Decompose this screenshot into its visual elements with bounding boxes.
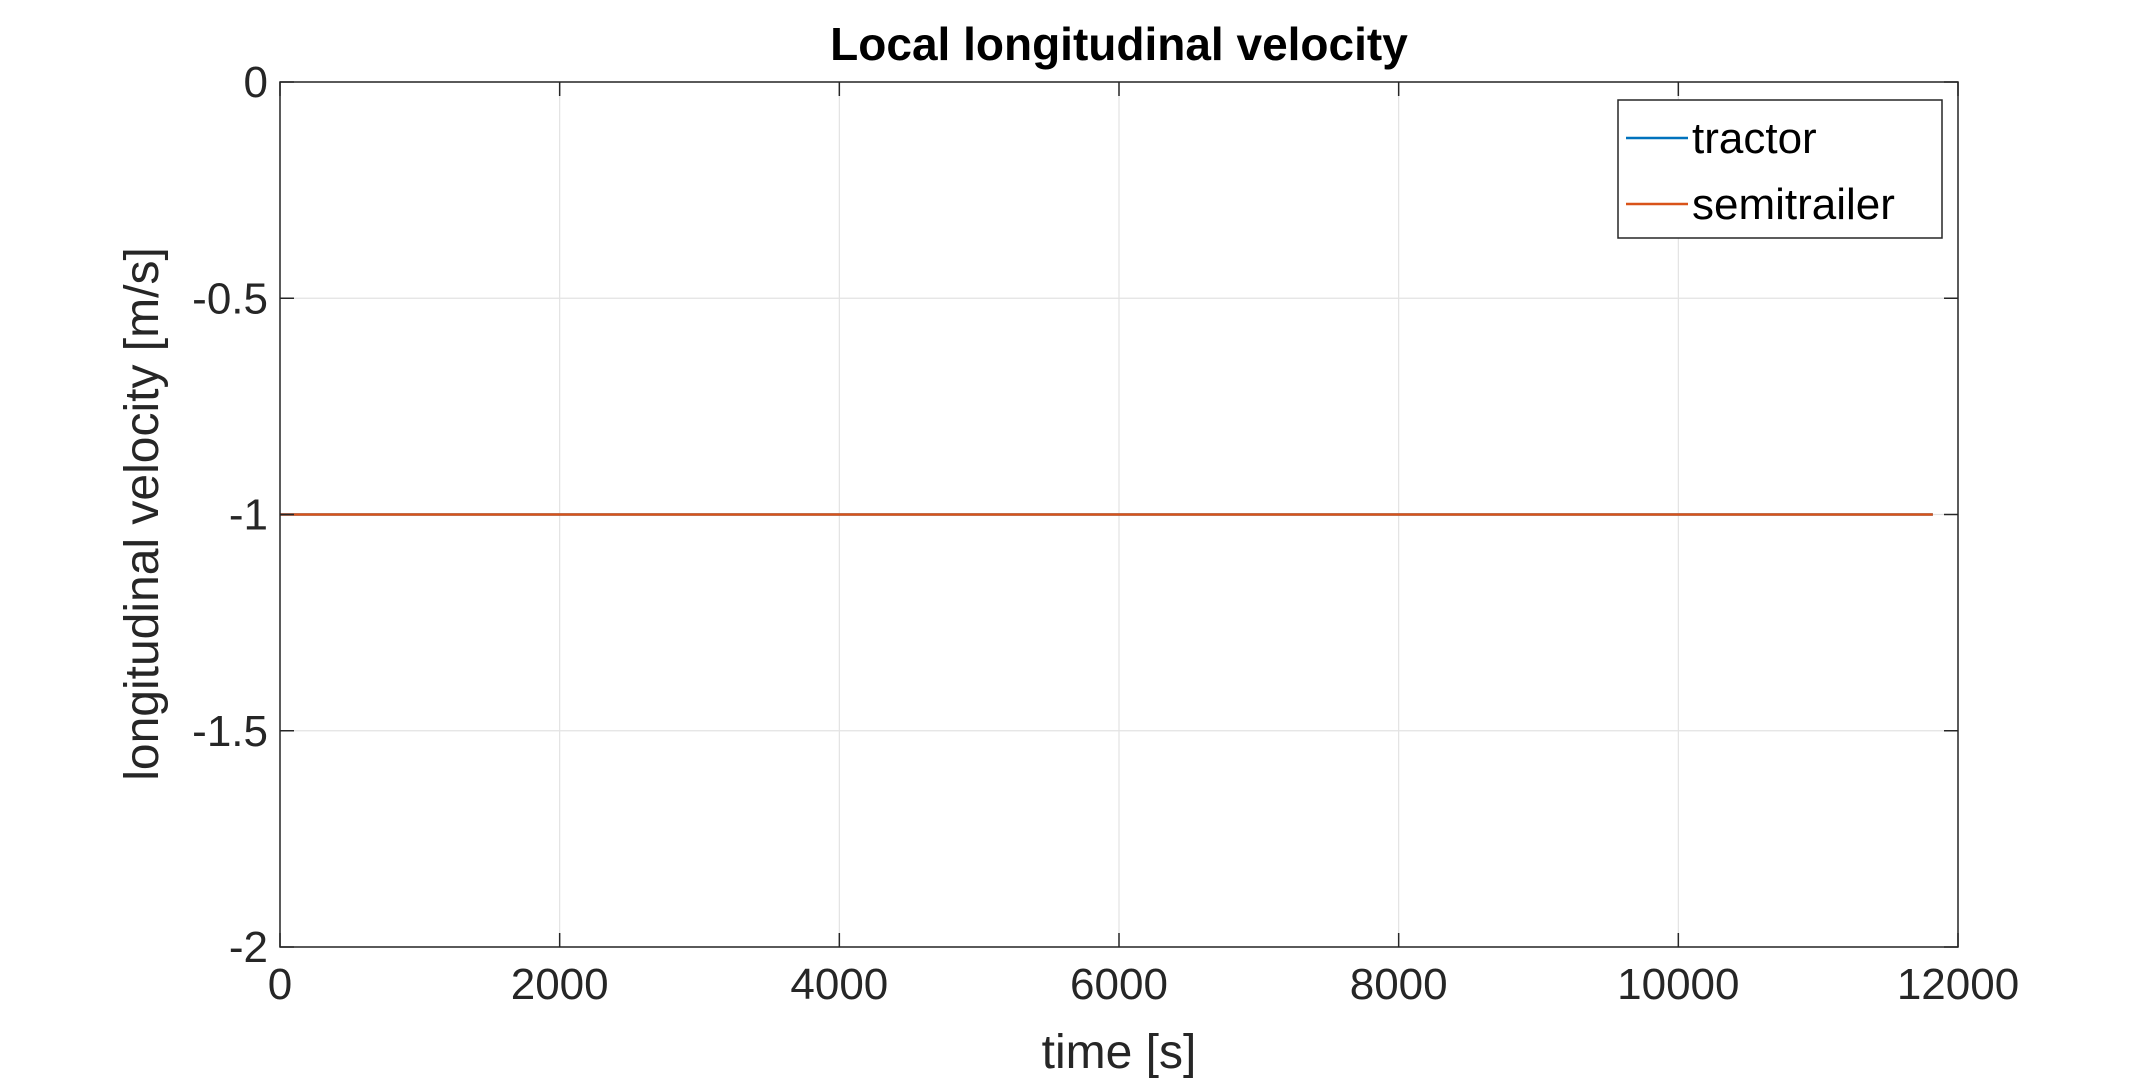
- legend-label-semitrailer: semitrailer: [1692, 180, 1895, 229]
- x-axis-label: time [s]: [1042, 1026, 1197, 1079]
- axis-ticks: 0 2000 4000 6000 8000 10000 12000 0 -0.5 -1 -1.5 -2: [192, 58, 2019, 1009]
- x-tick-label: 8000: [1350, 960, 1448, 1009]
- x-tick-label: 4000: [790, 960, 888, 1009]
- chart-title: Local longitudinal velocity: [830, 18, 1408, 70]
- x-tick-label: 10000: [1617, 960, 1739, 1009]
- x-tick-label: 0: [268, 960, 292, 1009]
- x-tick-label: 12000: [1897, 960, 2019, 1009]
- y-tick-label: -1: [229, 491, 268, 540]
- y-axis-label: longitudinal velocity [m/s]: [116, 247, 169, 781]
- y-tick-label: -2: [229, 923, 268, 972]
- y-tick-label: -0.5: [192, 274, 268, 323]
- legend-box: [1617, 99, 1943, 239]
- y-tick-label: 0: [244, 58, 268, 107]
- legend: tractor semitrailer: [1617, 99, 1943, 239]
- y-tick-label: -1.5: [192, 707, 268, 756]
- x-tick-label: 2000: [511, 960, 609, 1009]
- x-tick-label: 6000: [1070, 960, 1168, 1009]
- legend-label-tractor: tractor: [1692, 114, 1817, 163]
